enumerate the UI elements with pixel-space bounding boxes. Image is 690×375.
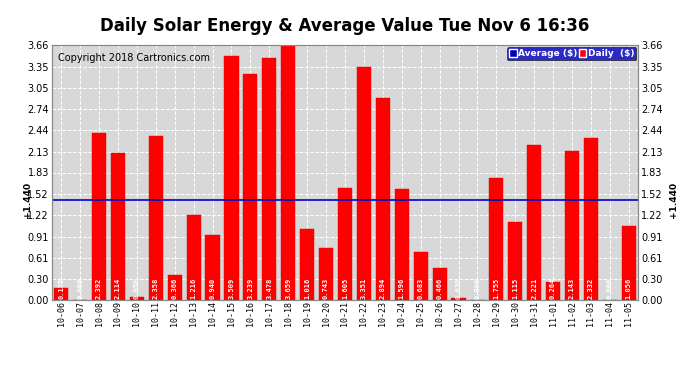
Text: 0.940: 0.940: [210, 278, 215, 299]
Bar: [130, 297, 144, 300]
Text: 3.239: 3.239: [248, 278, 253, 299]
Bar: [149, 136, 163, 300]
Text: 2.221: 2.221: [531, 278, 538, 299]
Text: 1.115: 1.115: [512, 278, 518, 299]
Bar: [281, 45, 295, 300]
Bar: [546, 282, 560, 300]
Text: 0.466: 0.466: [437, 278, 442, 299]
Text: 0.000: 0.000: [475, 278, 480, 299]
Text: 1.596: 1.596: [399, 278, 405, 299]
Bar: [527, 145, 541, 300]
Bar: [319, 248, 333, 300]
Bar: [54, 288, 68, 300]
Bar: [338, 188, 352, 300]
Text: 0.264: 0.264: [550, 278, 556, 299]
Text: 3.351: 3.351: [361, 278, 367, 299]
Bar: [111, 153, 125, 300]
Text: Copyright 2018 Cartronics.com: Copyright 2018 Cartronics.com: [58, 53, 210, 63]
Text: 0.050: 0.050: [134, 278, 140, 299]
Text: 1.016: 1.016: [304, 278, 310, 299]
Bar: [186, 215, 201, 300]
Bar: [244, 74, 257, 300]
Text: +1.440: +1.440: [23, 182, 32, 218]
Bar: [206, 234, 219, 300]
Text: 2.392: 2.392: [96, 278, 102, 299]
Text: 2.143: 2.143: [569, 278, 575, 299]
Text: 3.509: 3.509: [228, 278, 235, 299]
Legend: Average ($), Daily  ($): Average ($), Daily ($): [507, 47, 636, 60]
Bar: [92, 134, 106, 300]
Text: 2.332: 2.332: [588, 278, 594, 299]
Text: 2.114: 2.114: [115, 278, 121, 299]
Text: 0.000: 0.000: [607, 278, 613, 299]
Bar: [224, 56, 239, 300]
Bar: [451, 298, 466, 300]
Bar: [300, 229, 314, 300]
Text: 3.478: 3.478: [266, 278, 273, 299]
Bar: [413, 252, 428, 300]
Bar: [622, 226, 636, 300]
Bar: [357, 66, 371, 300]
Text: +1.440: +1.440: [669, 182, 678, 218]
Bar: [433, 267, 446, 300]
Bar: [489, 178, 504, 300]
Text: 1.056: 1.056: [626, 278, 632, 299]
Bar: [508, 222, 522, 300]
Text: Daily Solar Energy & Average Value Tue Nov 6 16:36: Daily Solar Energy & Average Value Tue N…: [100, 17, 590, 35]
Bar: [584, 138, 598, 300]
Bar: [376, 98, 390, 300]
Bar: [262, 58, 277, 300]
Bar: [395, 189, 409, 300]
Text: 0.175: 0.175: [58, 278, 64, 299]
Text: 1.605: 1.605: [342, 278, 348, 299]
Text: 0.030: 0.030: [455, 278, 462, 299]
Bar: [565, 151, 579, 300]
Text: 2.894: 2.894: [380, 278, 386, 299]
Text: 0.683: 0.683: [417, 278, 424, 299]
Text: 3.659: 3.659: [285, 278, 291, 299]
Text: 1.216: 1.216: [190, 278, 197, 299]
Text: 1.755: 1.755: [493, 278, 500, 299]
Text: 2.358: 2.358: [152, 278, 159, 299]
Text: 0.366: 0.366: [172, 278, 178, 299]
Bar: [168, 274, 182, 300]
Text: 0.743: 0.743: [323, 278, 329, 299]
Text: 0.000: 0.000: [77, 278, 83, 299]
